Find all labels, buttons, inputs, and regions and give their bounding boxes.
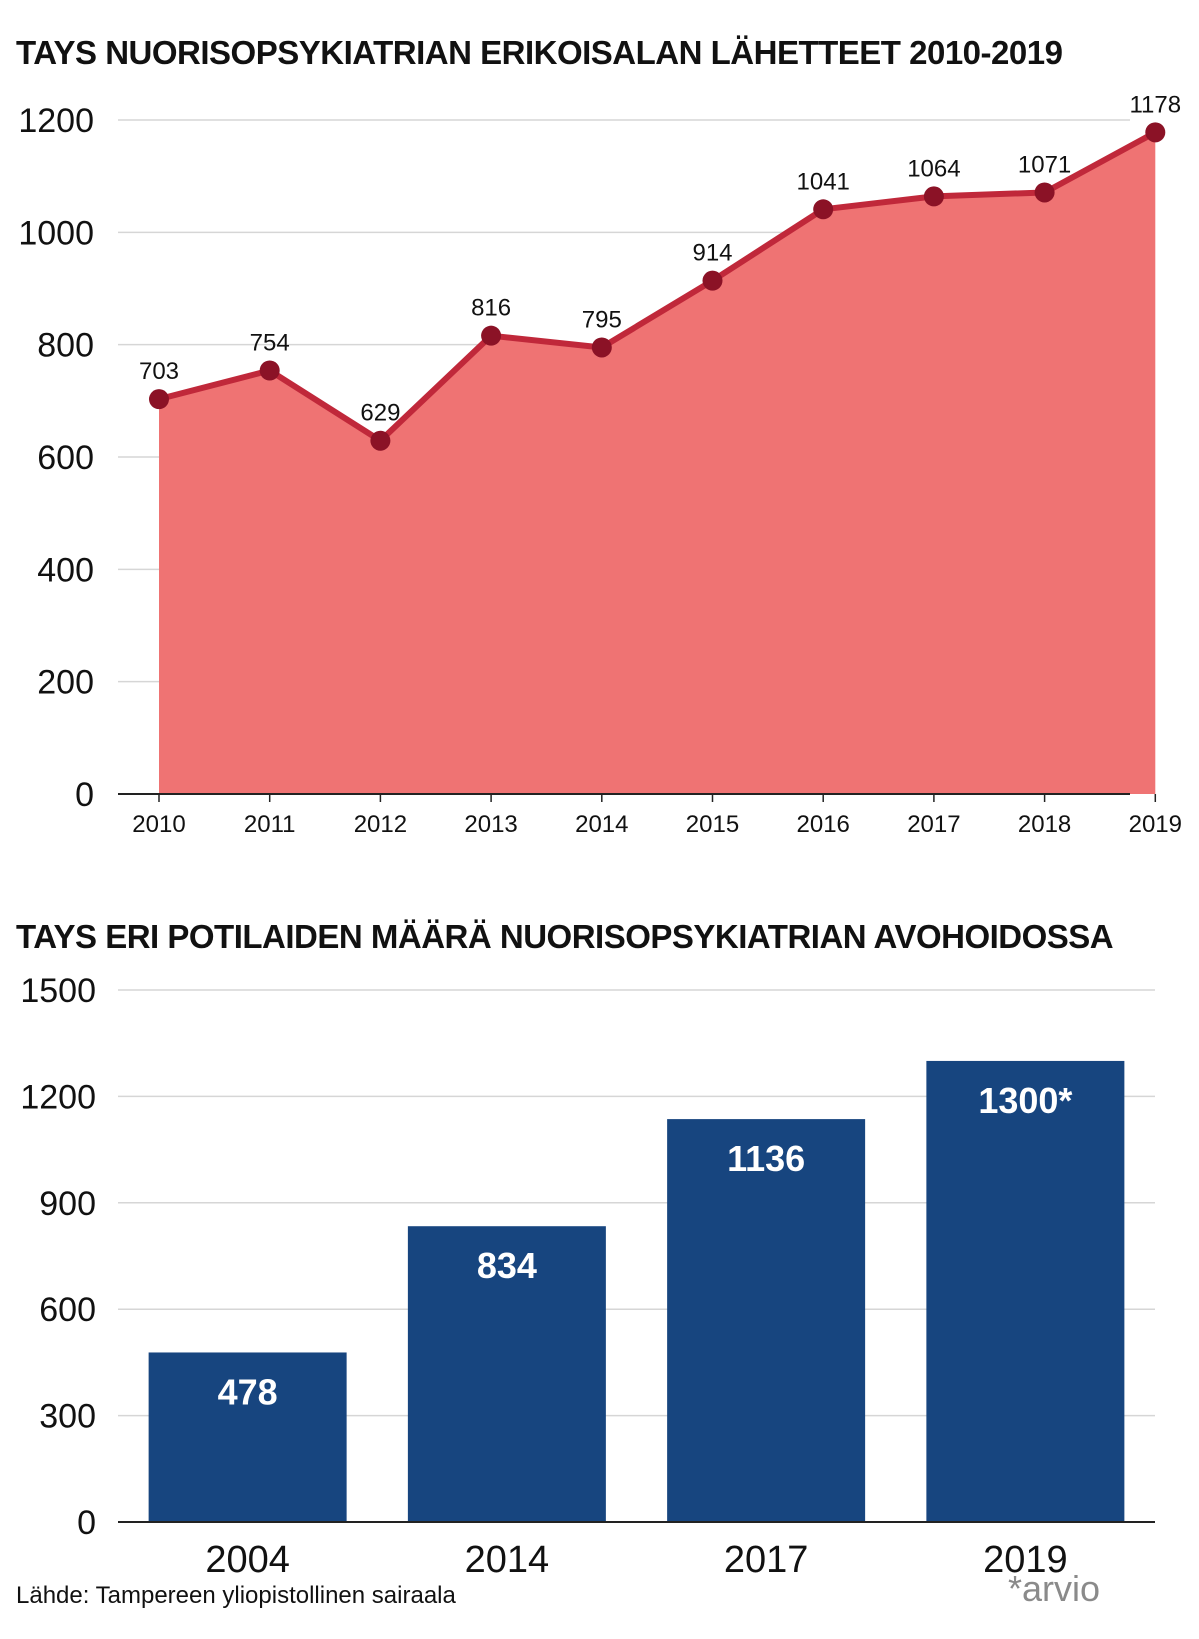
y-tick-label: 200 [37,664,94,702]
data-point [370,430,391,451]
data-label: 816 [471,295,511,322]
y-tick-label: 0 [77,1504,96,1542]
y-tick-label: 1200 [20,1078,96,1116]
y-tick-label: 1000 [18,214,94,252]
data-point [149,389,169,410]
x-tick-label: 2016 [797,811,850,838]
x-tick-label: 2017 [724,1539,809,1581]
x-tick-label: 2014 [465,1539,550,1581]
x-tick-label: 2018 [1018,811,1071,838]
y-tick-label: 400 [37,551,94,589]
data-label: 1064 [907,155,960,182]
estimate-note: *arvio [1008,1568,1101,1609]
bar-value-label: 1300* [978,1080,1072,1121]
bar-value-label: 834 [477,1245,537,1286]
data-label: 754 [250,330,290,357]
source-text: Lähde: Tampereen yliopistollinen sairaal… [16,1582,456,1609]
data-label: 914 [692,240,732,267]
data-point [591,337,612,358]
y-tick-label: 800 [37,327,94,365]
data-label: 1041 [797,168,850,195]
x-tick-label: 2019 [983,1539,1068,1581]
data-label: 629 [360,400,400,427]
x-tick-label: 2013 [464,811,517,838]
bar-value-label: 1136 [727,1138,805,1179]
x-tick-label: 2004 [205,1539,290,1581]
x-tick-label: 2010 [132,811,185,838]
y-tick-label: 600 [39,1291,96,1329]
bar [148,1352,347,1522]
x-tick-label: 2014 [575,811,628,838]
x-tick-label: 2017 [907,811,960,838]
data-label: 1178 [1129,91,1181,118]
data-point [259,360,280,381]
data-label: 703 [139,358,179,385]
y-tick-label: 0 [75,776,94,814]
y-tick-label: 1500 [20,972,96,1010]
data-point [481,325,502,346]
x-tick-label: 2012 [354,811,407,838]
chart1-title: TAYS NUORISOPSYKIATRIAN ERIKOISALAN LÄHE… [16,34,1063,71]
y-tick-label: 300 [39,1398,96,1436]
data-label: 795 [582,306,622,333]
bar [667,1119,866,1522]
data-point [1034,182,1055,203]
x-tick-label: 2015 [686,811,739,838]
y-tick-label: 900 [39,1185,96,1223]
data-point [813,199,834,220]
series-line [158,129,1157,444]
bar [926,1060,1125,1522]
y-tick-label: 1200 [18,102,94,140]
line-area-chart: 0 200 400 600 800 1000 1200 703 2010 754 2011 629 20… [18,91,1182,838]
data-point [702,270,723,291]
chart2-title: TAYS ERI POTILAIDEN MÄÄRÄ NUORISOPSYKIAT… [16,918,1114,955]
bar-value-label: 478 [218,1371,278,1412]
x-tick-label: 2011 [244,811,296,838]
area-fill [159,132,1156,794]
y-tick-label: 600 [37,439,94,477]
bar [407,1226,606,1522]
x-tick-label: 2019 [1129,811,1182,838]
bar-chart: 0 300 600 900 1200 1500 478 2004 834 2014 1136 2017… [20,972,1155,1581]
data-point [1145,122,1166,143]
data-point [923,186,944,207]
data-label: 1071 [1018,151,1071,178]
